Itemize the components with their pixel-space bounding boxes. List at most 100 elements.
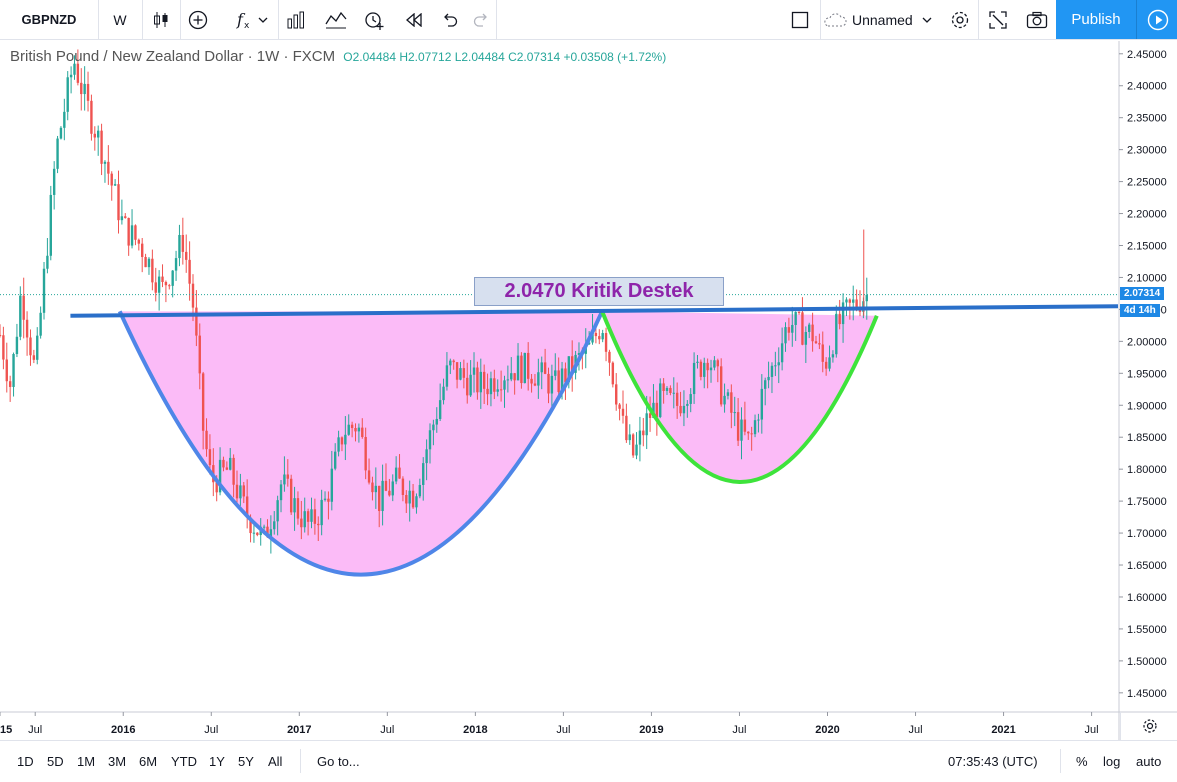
fullscreen-layout-icon[interactable] (780, 0, 821, 39)
price-tick-label: 1.95000 (1127, 368, 1167, 380)
candle-body (283, 474, 286, 485)
candle-body (313, 509, 317, 524)
chart-legend: British Pound / New Zealand Dollar · 1W … (10, 48, 666, 65)
templates-icon[interactable] (318, 0, 354, 39)
candle-body (63, 111, 66, 128)
publish-button[interactable]: Publish (1056, 0, 1136, 39)
candle-body (628, 434, 631, 441)
candle-body (625, 415, 628, 441)
candle-body (821, 344, 824, 362)
candle-body (540, 362, 543, 373)
candle-body (818, 343, 821, 345)
play-icon[interactable] (1136, 0, 1177, 39)
candle-body (784, 327, 787, 344)
candle-body (12, 354, 15, 387)
chevron-down-icon (922, 17, 932, 23)
candle-body (435, 418, 438, 425)
candle-body (266, 526, 269, 538)
time-tick-label: 2020 (815, 724, 839, 736)
cloud-icon (824, 12, 847, 26)
candle-body (181, 234, 185, 252)
camera-snapshot-icon[interactable] (1018, 0, 1057, 39)
symbol-search[interactable]: GBPNZD (0, 0, 99, 39)
compare-add-icon[interactable] (180, 0, 216, 39)
candle-body (706, 362, 709, 371)
candle-body (110, 173, 113, 186)
axis-settings-gear-icon[interactable] (1120, 712, 1177, 740)
neckline-resistance (70, 304, 1119, 318)
candle-body (591, 332, 594, 343)
range-5y[interactable]: 5Y (238, 753, 254, 769)
candle-body (405, 494, 408, 504)
price-tick-label: 1.80000 (1127, 464, 1167, 476)
redo-icon[interactable] (466, 0, 497, 39)
candle-body (520, 355, 523, 384)
critical-support-annotation[interactable]: 2.0470 Kritik Destek (474, 277, 724, 306)
price-candles (0, 49, 868, 554)
candle-body (256, 532, 259, 536)
candle-body (415, 496, 418, 508)
goto-date-button[interactable]: Go to... (317, 753, 360, 769)
price-tick-label: 2.40000 (1127, 81, 1167, 93)
interval-selector[interactable]: W (98, 0, 143, 39)
candle-body (36, 335, 39, 360)
range-1m[interactable]: 1M (77, 753, 96, 769)
range-all[interactable]: All (268, 753, 283, 769)
candle-body (354, 428, 357, 432)
candle-body (797, 311, 801, 313)
percent-scale-toggle[interactable]: % (1076, 753, 1088, 769)
candle-body (371, 482, 374, 493)
candle-body (442, 386, 445, 401)
candle-body (124, 216, 127, 218)
price-tick-label: 2.30000 (1127, 145, 1167, 157)
range-3m[interactable]: 3M (108, 753, 127, 769)
log-scale-toggle[interactable]: log (1103, 753, 1121, 769)
price-axis[interactable]: 2.45000 2.40000 2.35000 2.30000 2.25000 2.200… (1118, 41, 1167, 740)
candle-body (381, 480, 384, 512)
layout-name-dropdown[interactable]: Unnamed (822, 0, 942, 39)
range-6m[interactable]: 6M (139, 753, 158, 769)
candle-body (703, 362, 706, 377)
bar-chart-icon[interactable] (278, 0, 314, 39)
range-1y[interactable]: 1Y (209, 753, 225, 769)
candle-body (69, 74, 73, 78)
ohlc-values: O2.04484 H2.07712 L2.04484 C2.07314 +0.0… (343, 50, 667, 64)
replay-icon[interactable] (396, 0, 432, 39)
candle-body (479, 371, 482, 393)
candle-body (472, 367, 476, 375)
price-chart[interactable]: 2.45000 2.40000 2.35000 2.30000 2.25000 2.200… (0, 40, 1177, 740)
price-tick-label: 1.65000 (1127, 560, 1167, 572)
range-5d[interactable]: 5D (47, 753, 64, 769)
layout-name: Unnamed (852, 11, 913, 28)
range-1d[interactable]: 1D (17, 753, 34, 769)
alert-icon[interactable] (356, 0, 392, 39)
candle-body (286, 474, 289, 479)
range-ytd[interactable]: YTD (171, 753, 197, 769)
candle-body (32, 355, 36, 360)
time-axis[interactable]: 2015 Jul 2016 Jul 2017 Jul 2018 Jul 2019 Jul 2020 J… (0, 711, 1177, 736)
undo-icon[interactable] (434, 0, 466, 39)
candle-body (686, 403, 689, 406)
candle-body (753, 420, 757, 435)
candle-body (411, 490, 415, 508)
candle-body (151, 258, 154, 283)
candle-body (767, 376, 770, 381)
fullscreen-icon[interactable] (980, 0, 1016, 39)
candle-body (537, 372, 540, 386)
price-tick-label: 1.60000 (1127, 592, 1167, 604)
candle-body (476, 367, 479, 393)
auto-scale-toggle[interactable]: auto (1136, 753, 1162, 769)
settings-gear-icon[interactable] (942, 0, 979, 39)
price-tick-label: 2.10000 (1127, 272, 1167, 284)
candle-body (577, 353, 581, 355)
candle-body (130, 225, 134, 246)
candle-body (838, 313, 841, 325)
candle-body (5, 359, 8, 382)
utc-clock[interactable]: 07:35:43 (UTC) (948, 753, 1038, 769)
candle-body (134, 225, 137, 240)
time-tick-label: Jul (28, 724, 42, 736)
svg-text:f: f (236, 10, 246, 29)
candle-body (608, 351, 611, 363)
chart-type-candles-icon[interactable] (142, 0, 181, 39)
